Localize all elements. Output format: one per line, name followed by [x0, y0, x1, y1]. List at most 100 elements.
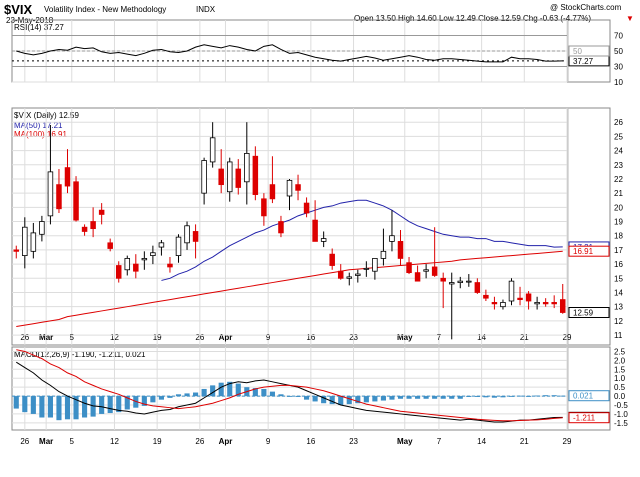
rsi-y-tick-label: 30	[614, 63, 623, 72]
candle-body	[98, 209, 105, 215]
price-y-tick-label: 23	[614, 161, 623, 170]
price-y-tick-label: 21	[614, 189, 623, 198]
price-y-tick-label: 14	[614, 288, 623, 297]
price-y-tick-label: 12	[614, 317, 623, 326]
rsi-title: RSI(14) 37.27	[14, 23, 64, 32]
candle-body	[269, 184, 276, 200]
watermark: @ StockCharts.com	[550, 3, 622, 12]
macd-histogram-bar	[73, 396, 79, 420]
x-tick-label: 23	[349, 333, 358, 342]
rsi-y-tick-label: 70	[614, 32, 623, 41]
macd-marker-label: -1.211	[573, 414, 596, 423]
macd-histogram-bar	[141, 396, 147, 406]
macd-histogram-bar	[82, 396, 88, 418]
candle-body	[559, 299, 566, 313]
candle-body	[491, 302, 498, 305]
macd-histogram-bar	[355, 396, 361, 404]
macd-histogram-bar	[474, 396, 480, 397]
x-tick-label: 5	[70, 437, 75, 446]
candle-body	[448, 282, 455, 285]
price-marker-label: 16.91	[573, 247, 594, 256]
macd-histogram-bar	[218, 382, 224, 397]
candle-body	[158, 242, 165, 248]
macd-histogram-bar	[184, 393, 190, 397]
macd-histogram-bar	[107, 396, 113, 414]
x-tick-label: 16	[306, 333, 315, 342]
candle-body	[124, 258, 131, 271]
candle-body	[355, 273, 361, 276]
macd-histogram-bar	[432, 396, 438, 399]
ma100-line	[16, 250, 563, 328]
macd-histogram-bar	[64, 396, 71, 420]
x-tick-label: 23	[349, 437, 358, 446]
macd-histogram-bar	[22, 396, 28, 413]
x-tick-label: 21	[520, 437, 529, 446]
candle-body	[107, 242, 113, 249]
price-y-tick-label: 22	[614, 175, 623, 184]
price-marker-box	[568, 307, 610, 319]
macd-histogram-bar	[560, 395, 566, 397]
candle-body	[184, 225, 190, 244]
macd-histogram-bar	[483, 396, 489, 398]
candle-body	[167, 263, 173, 268]
macd-histogram-bar	[312, 396, 318, 402]
macd-histogram-bar	[534, 395, 540, 397]
candle-body	[474, 282, 481, 293]
candle-body	[209, 137, 216, 163]
x-tick-label: 7	[437, 333, 442, 342]
candle-body	[483, 294, 489, 299]
candle-body	[39, 221, 45, 235]
x-tick-label: 29	[563, 333, 572, 342]
candle-body	[303, 202, 310, 214]
macd-histogram-bar	[235, 383, 241, 397]
macd-marker-box	[568, 390, 610, 402]
macd-histogram-bar	[346, 396, 352, 405]
ma100-legend: MA(100) 16.91	[14, 130, 67, 139]
x-tick-label: 12	[110, 333, 119, 342]
candle-body	[30, 232, 37, 252]
macd-marker-label: 0.021	[573, 392, 594, 401]
candle-body	[542, 302, 549, 305]
macd-histogram-bar	[415, 396, 421, 399]
candle-body	[47, 171, 54, 217]
rsi-marker-box	[568, 45, 610, 57]
candle-body	[466, 280, 472, 283]
candle-body	[115, 265, 122, 279]
macd-histogram-bar	[295, 396, 301, 397]
x-tick-label: 26	[20, 437, 29, 446]
macd-histogram-bar	[397, 396, 404, 399]
macd-histogram-bar	[423, 396, 429, 399]
macd-histogram-bar	[286, 396, 293, 397]
macd-histogram-bar	[210, 385, 216, 397]
macd-histogram-bar	[158, 396, 164, 400]
candle-body	[133, 263, 139, 272]
x-tick-label: May	[397, 437, 413, 446]
candle-body	[551, 302, 557, 305]
candle-body	[295, 184, 301, 191]
rsi-y-tick-label: 50	[614, 47, 623, 56]
macd-histogram-bar	[457, 396, 463, 399]
macd-histogram-bar	[175, 394, 182, 397]
candle-body	[235, 168, 242, 188]
candle-body	[150, 252, 156, 256]
rsi-marker-label: 50	[573, 47, 582, 56]
x-tick-label: 26	[195, 333, 204, 342]
macd-y-tick-label: 0.0	[614, 392, 626, 401]
macd-histogram-bar	[116, 396, 122, 413]
candle-body	[508, 280, 515, 302]
candle-body	[90, 221, 96, 230]
x-tick-label: 16	[306, 437, 315, 446]
candle-body	[500, 302, 506, 308]
candle-body	[423, 269, 429, 272]
candle-body	[286, 179, 293, 197]
macd-line	[16, 361, 563, 423]
macd-histogram-bar	[252, 388, 258, 397]
price-y-tick-label: 16	[614, 260, 623, 269]
x-tick-label: Apr	[219, 437, 233, 446]
exchange-label: INDX	[196, 5, 216, 14]
macd-histogram-bar	[338, 396, 344, 406]
candle-body	[252, 155, 259, 195]
candle-body	[73, 181, 79, 221]
candle-body	[346, 276, 353, 279]
